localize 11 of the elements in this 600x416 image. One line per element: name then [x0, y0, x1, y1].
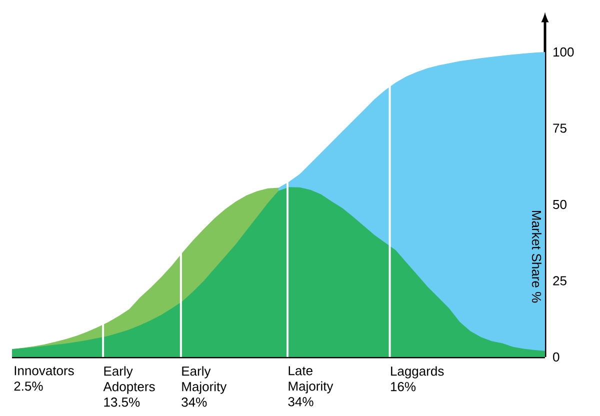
- y-tick-label: 75: [553, 124, 566, 133]
- y-tick-label: 100: [554, 47, 574, 57]
- x-tick-label: Late Majority 34%: [288, 366, 334, 406]
- x-tick-label: Early Adopters 13.5%: [103, 366, 155, 407]
- y-tick-label: 50: [553, 200, 566, 210]
- y-tick-label: 25: [553, 276, 566, 286]
- x-tick-label: Laggards 16%: [390, 366, 444, 392]
- x-tick-label: Innovators 2.5%: [14, 366, 74, 391]
- x-tick-label: Early Majority 34%: [182, 366, 227, 407]
- y-axis-title: Market Share %: [532, 210, 542, 303]
- y-tick-label: 0: [553, 352, 560, 362]
